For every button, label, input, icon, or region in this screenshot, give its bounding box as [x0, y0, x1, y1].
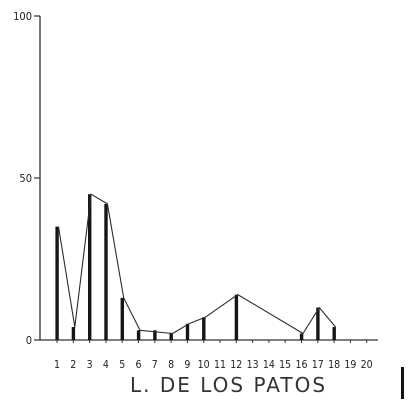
x-tick-label-15: 15 [279, 359, 291, 371]
edge-mark [401, 367, 404, 399]
x-tick-label-8: 8 [168, 359, 174, 371]
y-tick-label: 100 [13, 10, 32, 23]
x-tick-label-5: 5 [119, 359, 125, 371]
y-tick-label: 50 [19, 172, 32, 185]
chart-title: L. DE LOS PATOS [130, 373, 327, 397]
bar-9 [185, 323, 190, 340]
x-tick-label-17: 17 [312, 359, 324, 371]
bar-12 [234, 294, 239, 340]
trend-line [57, 193, 337, 335]
y-tick-labels: 100 50 0 [13, 10, 32, 347]
bar-1 [55, 226, 59, 340]
trend-polyline [57, 193, 337, 335]
x-tick-label-2: 2 [70, 359, 76, 371]
bar-7 [153, 330, 157, 340]
x-tick-label-6: 6 [135, 359, 141, 371]
x-tick-label-7: 7 [152, 359, 158, 371]
bar-4 [104, 203, 108, 340]
x-tick-label-19: 19 [344, 359, 356, 371]
bar-5 [120, 297, 124, 340]
x-tick-label-14: 14 [263, 359, 275, 371]
x-tick-label-12: 12 [230, 359, 242, 371]
x-tick-label-20: 20 [361, 359, 373, 371]
x-tick-label-18: 18 [328, 359, 340, 371]
bar-3 [88, 194, 92, 340]
bar-17 [316, 307, 320, 340]
x-tick-label-16: 16 [295, 359, 307, 371]
x-tick-label-9: 9 [184, 359, 190, 371]
bars [55, 194, 336, 340]
x-tick-labels: 1 2 3 4 5 6 7 8 9 10 11 12 13 14 15 16 17 18 19 20 [54, 359, 373, 371]
bar-16 [299, 333, 304, 340]
bar-6 [136, 330, 141, 340]
axes [34, 15, 378, 343]
bar-10 [202, 317, 206, 340]
bar-18 [332, 327, 336, 340]
x-tick-label-3: 3 [87, 359, 93, 371]
x-tick-label-10: 10 [198, 359, 210, 371]
x-tick-label-11: 11 [214, 359, 226, 371]
x-tick-label-1: 1 [54, 359, 60, 371]
y-tick-label: 0 [26, 334, 32, 347]
bar-2 [71, 327, 76, 340]
bar-8 [169, 333, 173, 340]
x-tick-label-4: 4 [103, 359, 109, 371]
x-tick-label-13: 13 [247, 359, 259, 371]
